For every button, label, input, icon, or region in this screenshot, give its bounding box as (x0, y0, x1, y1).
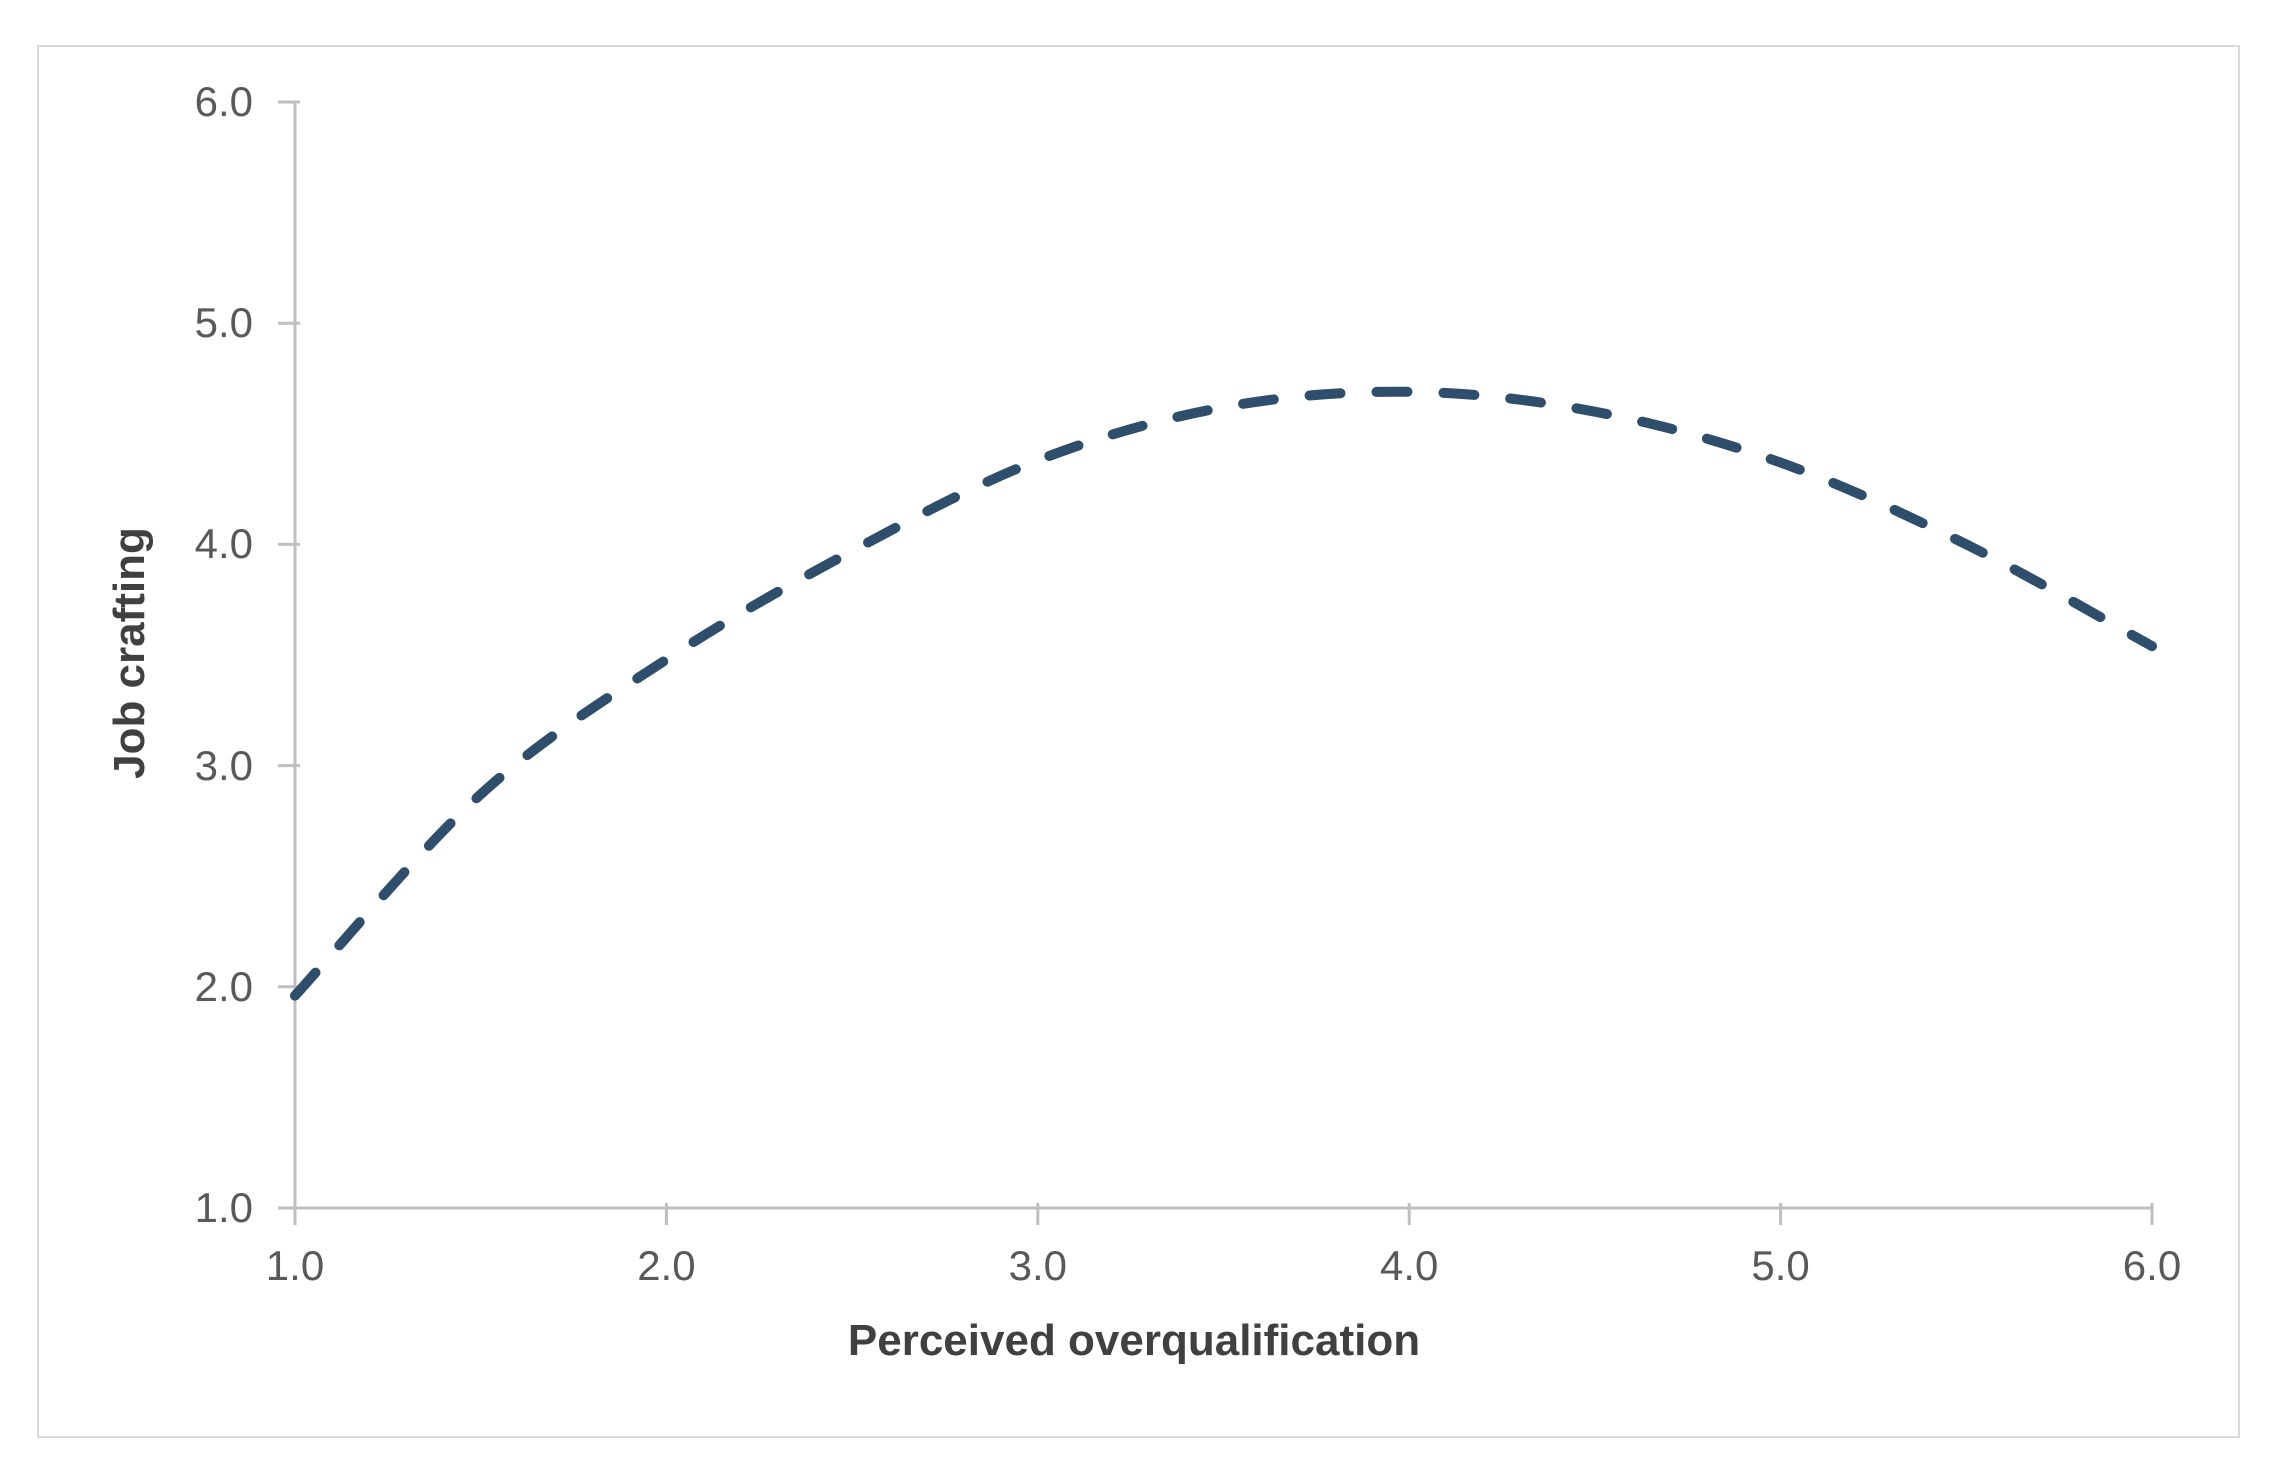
y-axis-title: Job crafting (105, 527, 154, 779)
x-tick-label: 4.0 (1379, 1242, 1439, 1289)
x-tick-label: 5.0 (1751, 1242, 1810, 1289)
x-tick-label: 3.0 (1008, 1242, 1067, 1289)
x-tick-label: 6.0 (2122, 1242, 2182, 1289)
y-tick-label: 4.0 (194, 520, 253, 568)
series-dashed-curve (290, 386, 2157, 1001)
y-tick-label: 5.0 (194, 299, 253, 347)
y-tick-label: 2.0 (194, 962, 253, 1010)
x-axis-title: Perceived overqualification (847, 1316, 1421, 1365)
axes (278, 100, 2154, 1225)
x-tick-label: 2.0 (637, 1242, 696, 1289)
chart-frame (37, 45, 2240, 1438)
y-tick-label: 3.0 (194, 741, 253, 789)
y-tick-label: 1.0 (194, 1184, 253, 1231)
x-tick-label: 1.0 (265, 1242, 325, 1289)
y-tick-label: 6.0 (194, 78, 253, 125)
